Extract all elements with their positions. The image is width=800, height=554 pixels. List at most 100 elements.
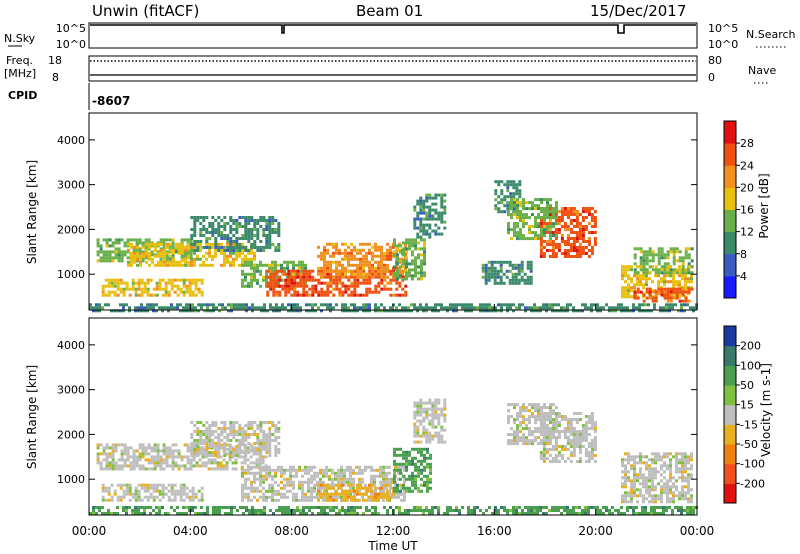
- range-cell: [651, 256, 655, 260]
- range-cell: [557, 243, 561, 246]
- range-cell: [202, 451, 206, 454]
- range-cell: [578, 448, 582, 451]
- range-cell: [494, 192, 498, 196]
- range-cell: [379, 480, 382, 484]
- range-cell: [104, 303, 107, 307]
- range-cell: [102, 452, 106, 456]
- range-cell: [560, 207, 564, 210]
- range-cell: [405, 459, 408, 463]
- range-cell: [636, 455, 639, 459]
- range-cell: [620, 303, 623, 307]
- range-cell: [678, 256, 682, 260]
- range-cell: [675, 485, 678, 489]
- range-cell: [361, 495, 364, 499]
- range-cell: [161, 309, 164, 313]
- range-cell: [497, 195, 501, 199]
- range-cell: [268, 225, 272, 228]
- range-cell: [161, 483, 165, 487]
- range-cell: [400, 465, 403, 469]
- range-cell: [627, 268, 630, 272]
- range-cell: [383, 257, 386, 261]
- range-cell: [636, 296, 640, 300]
- range-cell: [666, 464, 669, 468]
- range-cell: [277, 465, 280, 469]
- range-cell: [170, 483, 174, 487]
- range-cell: [590, 442, 594, 445]
- range-cell: [557, 424, 561, 427]
- range-cell: [304, 492, 307, 496]
- range-cell: [143, 287, 147, 291]
- range-cell: [149, 306, 152, 310]
- range-cell: [259, 442, 263, 445]
- range-cell: [411, 456, 414, 460]
- range-cell: [440, 202, 444, 206]
- range-cell: [539, 237, 543, 240]
- range-cell: [411, 262, 414, 266]
- range-cell: [338, 287, 342, 291]
- range-cell: [262, 498, 265, 502]
- range-cell: [235, 237, 239, 240]
- range-cell: [241, 260, 244, 264]
- range-cell: [408, 238, 411, 242]
- range-cell: [136, 263, 139, 267]
- range-cell: [569, 442, 573, 445]
- range-cell: [322, 480, 325, 484]
- range-cell: [256, 269, 259, 273]
- range-cell: [681, 470, 684, 474]
- range-cell: [163, 263, 166, 267]
- range-cell: [274, 468, 277, 472]
- range-cell: [669, 250, 673, 254]
- range-cell: [221, 303, 224, 307]
- range-cell: [205, 445, 209, 448]
- range-cell: [370, 477, 373, 481]
- range-cell: [563, 252, 567, 255]
- range-cell: [513, 222, 516, 226]
- range-cell: [241, 251, 244, 255]
- range-cell: [687, 476, 690, 480]
- range-cell: [171, 253, 175, 257]
- range-cell: [403, 480, 406, 484]
- range-cell: [434, 401, 438, 405]
- range-cell: [516, 207, 519, 211]
- range-cell: [660, 467, 663, 471]
- range-cell: [414, 259, 417, 263]
- range-cell: [211, 242, 214, 246]
- range-cell: [105, 443, 109, 447]
- range-cell: [340, 480, 343, 484]
- range-cell: [431, 306, 434, 310]
- range-cell: [630, 497, 633, 501]
- range-cell: [353, 303, 356, 307]
- range-cell: [159, 238, 163, 242]
- range-cell: [500, 192, 504, 196]
- range-cell: [425, 205, 429, 209]
- range-cell: [265, 451, 269, 454]
- range-cell: [563, 249, 567, 252]
- range-cell: [158, 306, 161, 310]
- range-cell: [399, 489, 402, 493]
- range-cell: [123, 244, 127, 248]
- range-cell: [123, 458, 127, 462]
- range-cell: [199, 430, 203, 433]
- range-cell: [142, 245, 145, 249]
- range-cell: [510, 201, 513, 205]
- range-cell: [374, 242, 377, 246]
- range-cell: [382, 465, 385, 469]
- range-cell: [584, 454, 588, 457]
- range-cell: [393, 274, 396, 278]
- range-cell: [353, 272, 356, 276]
- range-cell: [247, 263, 250, 267]
- range-cell: [275, 281, 279, 285]
- range-cell: [380, 254, 383, 258]
- range-cell: [186, 256, 190, 260]
- range-cell: [368, 489, 371, 493]
- range-cell: [419, 199, 423, 203]
- range-cell: [666, 265, 670, 269]
- range-cell: [572, 412, 576, 415]
- range-cell: [660, 464, 663, 468]
- range-cell: [287, 284, 291, 288]
- range-cell: [208, 430, 212, 433]
- range-cell: [217, 433, 221, 436]
- range-cell: [362, 263, 365, 267]
- range-cell: [645, 262, 649, 266]
- range-cell: [125, 303, 128, 307]
